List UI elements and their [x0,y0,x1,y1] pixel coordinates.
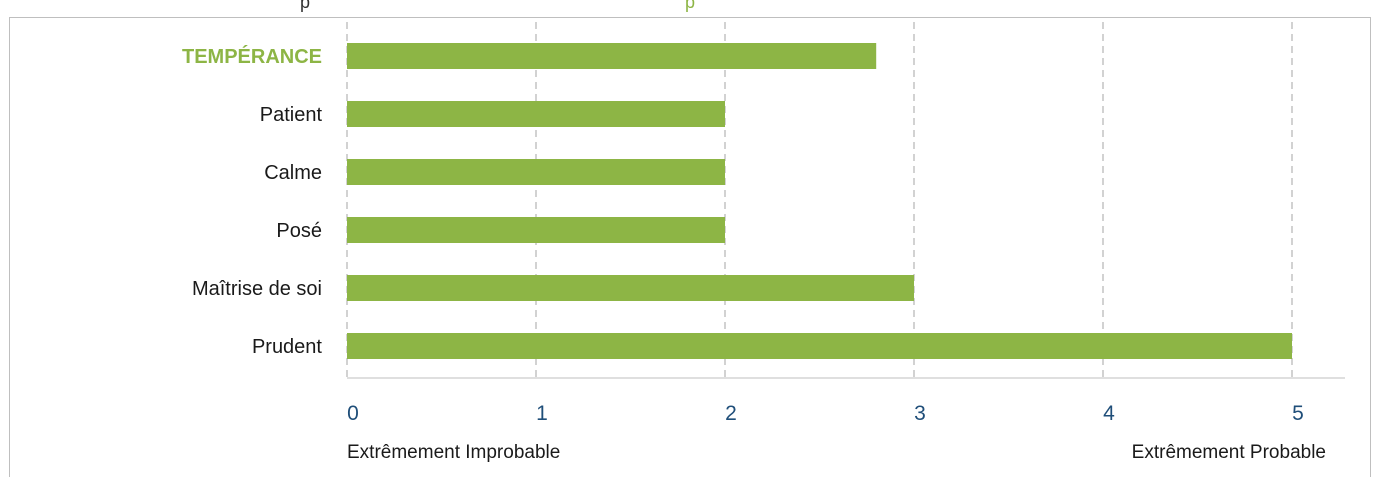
x-tick-labels: 0 1 2 3 4 5 [347,402,1304,425]
category-label-pose: Posé [276,220,322,242]
x-end-label-left: Extrêmement Improbable [347,442,560,463]
category-label-temperance: TEMPÉRANCE [182,45,322,68]
bar-calme [347,159,725,185]
x-end-labels: Extrêmement Improbable Extrêmement Probab… [347,442,1326,463]
chart-frame [9,17,1371,477]
bar-pose [347,217,725,243]
bar-maitrise-de-soi [347,275,914,301]
x-tick-label-2: 2 [725,402,737,425]
header-fragment-text: p [300,0,311,12]
x-tick-label-5: 5 [1292,402,1304,425]
category-label-patient: Patient [260,104,323,126]
category-label-maitrise-de-soi: Maîtrise de soi [192,278,322,300]
bar-prudent [347,333,1292,359]
x-end-label-right: Extrêmement Probable [1132,442,1326,463]
category-labels: TEMPÉRANCE Patient Calme Posé Maîtrise de so… [182,45,322,358]
header-fragment-accent: p [685,0,696,12]
x-tick-label-1: 1 [536,402,548,425]
bar-temperance [347,43,877,69]
category-label-prudent: Prudent [252,336,322,358]
category-label-calme: Calme [264,162,322,184]
bars [347,43,1292,359]
header-fragment: p p [300,0,695,13]
x-tick-label-3: 3 [914,402,926,425]
x-tick-label-4: 4 [1103,402,1115,425]
grid-lines [346,22,1293,378]
bar-chart: TEMPÉRANCE Patient Calme Posé Maîtrise de so… [182,22,1345,463]
x-tick-label-0: 0 [347,402,359,425]
bar-patient [347,101,725,127]
